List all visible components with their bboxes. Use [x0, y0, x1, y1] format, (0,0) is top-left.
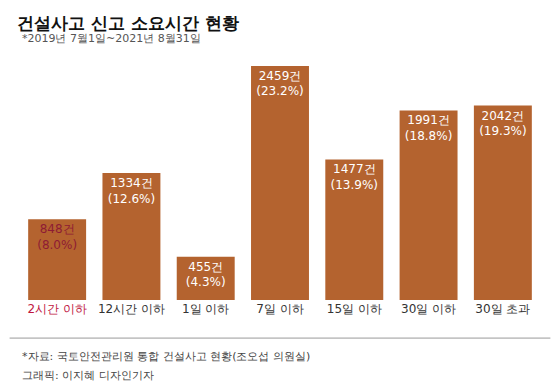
svg-text:*2019년 7월1일~2021년 8월31일: *2019년 7월1일~2021년 8월31일 [22, 32, 201, 45]
svg-text:1477건(13.9%): 1477건(13.9%) [331, 162, 378, 192]
svg-text:*자료: 국토안전관리원 통합 건설사고 현황(조오섭 의원: *자료: 국토안전관리원 통합 건설사고 현황(조오섭 의원실) [22, 350, 310, 363]
svg-text:2시간 이하: 2시간 이하 [27, 302, 86, 316]
svg-text:12시간 이하: 12시간 이하 [98, 302, 165, 316]
svg-text:그래픽: 이지혜 디자인기자: 그래픽: 이지혜 디자인기자 [22, 369, 154, 382]
svg-text:30일 이하: 30일 이하 [401, 302, 456, 316]
svg-text:2459건(23.2%): 2459건(23.2%) [256, 69, 303, 99]
svg-text:건설사고 신고 소요시간 현황: 건설사고 신고 소요시간 현황 [17, 13, 239, 33]
svg-text:455건(4.3%): 455건(4.3%) [186, 260, 226, 290]
svg-text:2042건(19.3%): 2042건(19.3%) [479, 109, 526, 139]
svg-text:1334건(12.6%): 1334건(12.6%) [108, 176, 155, 206]
svg-text:1일 이하: 1일 이하 [182, 302, 229, 316]
svg-text:7일 이하: 7일 이하 [256, 302, 303, 316]
svg-text:848건(8.0%): 848건(8.0%) [37, 222, 77, 252]
svg-text:1991건(18.8%): 1991건(18.8%) [405, 113, 452, 143]
svg-text:15일 이하: 15일 이하 [327, 302, 382, 316]
svg-text:30일 초과: 30일 초과 [475, 302, 530, 316]
